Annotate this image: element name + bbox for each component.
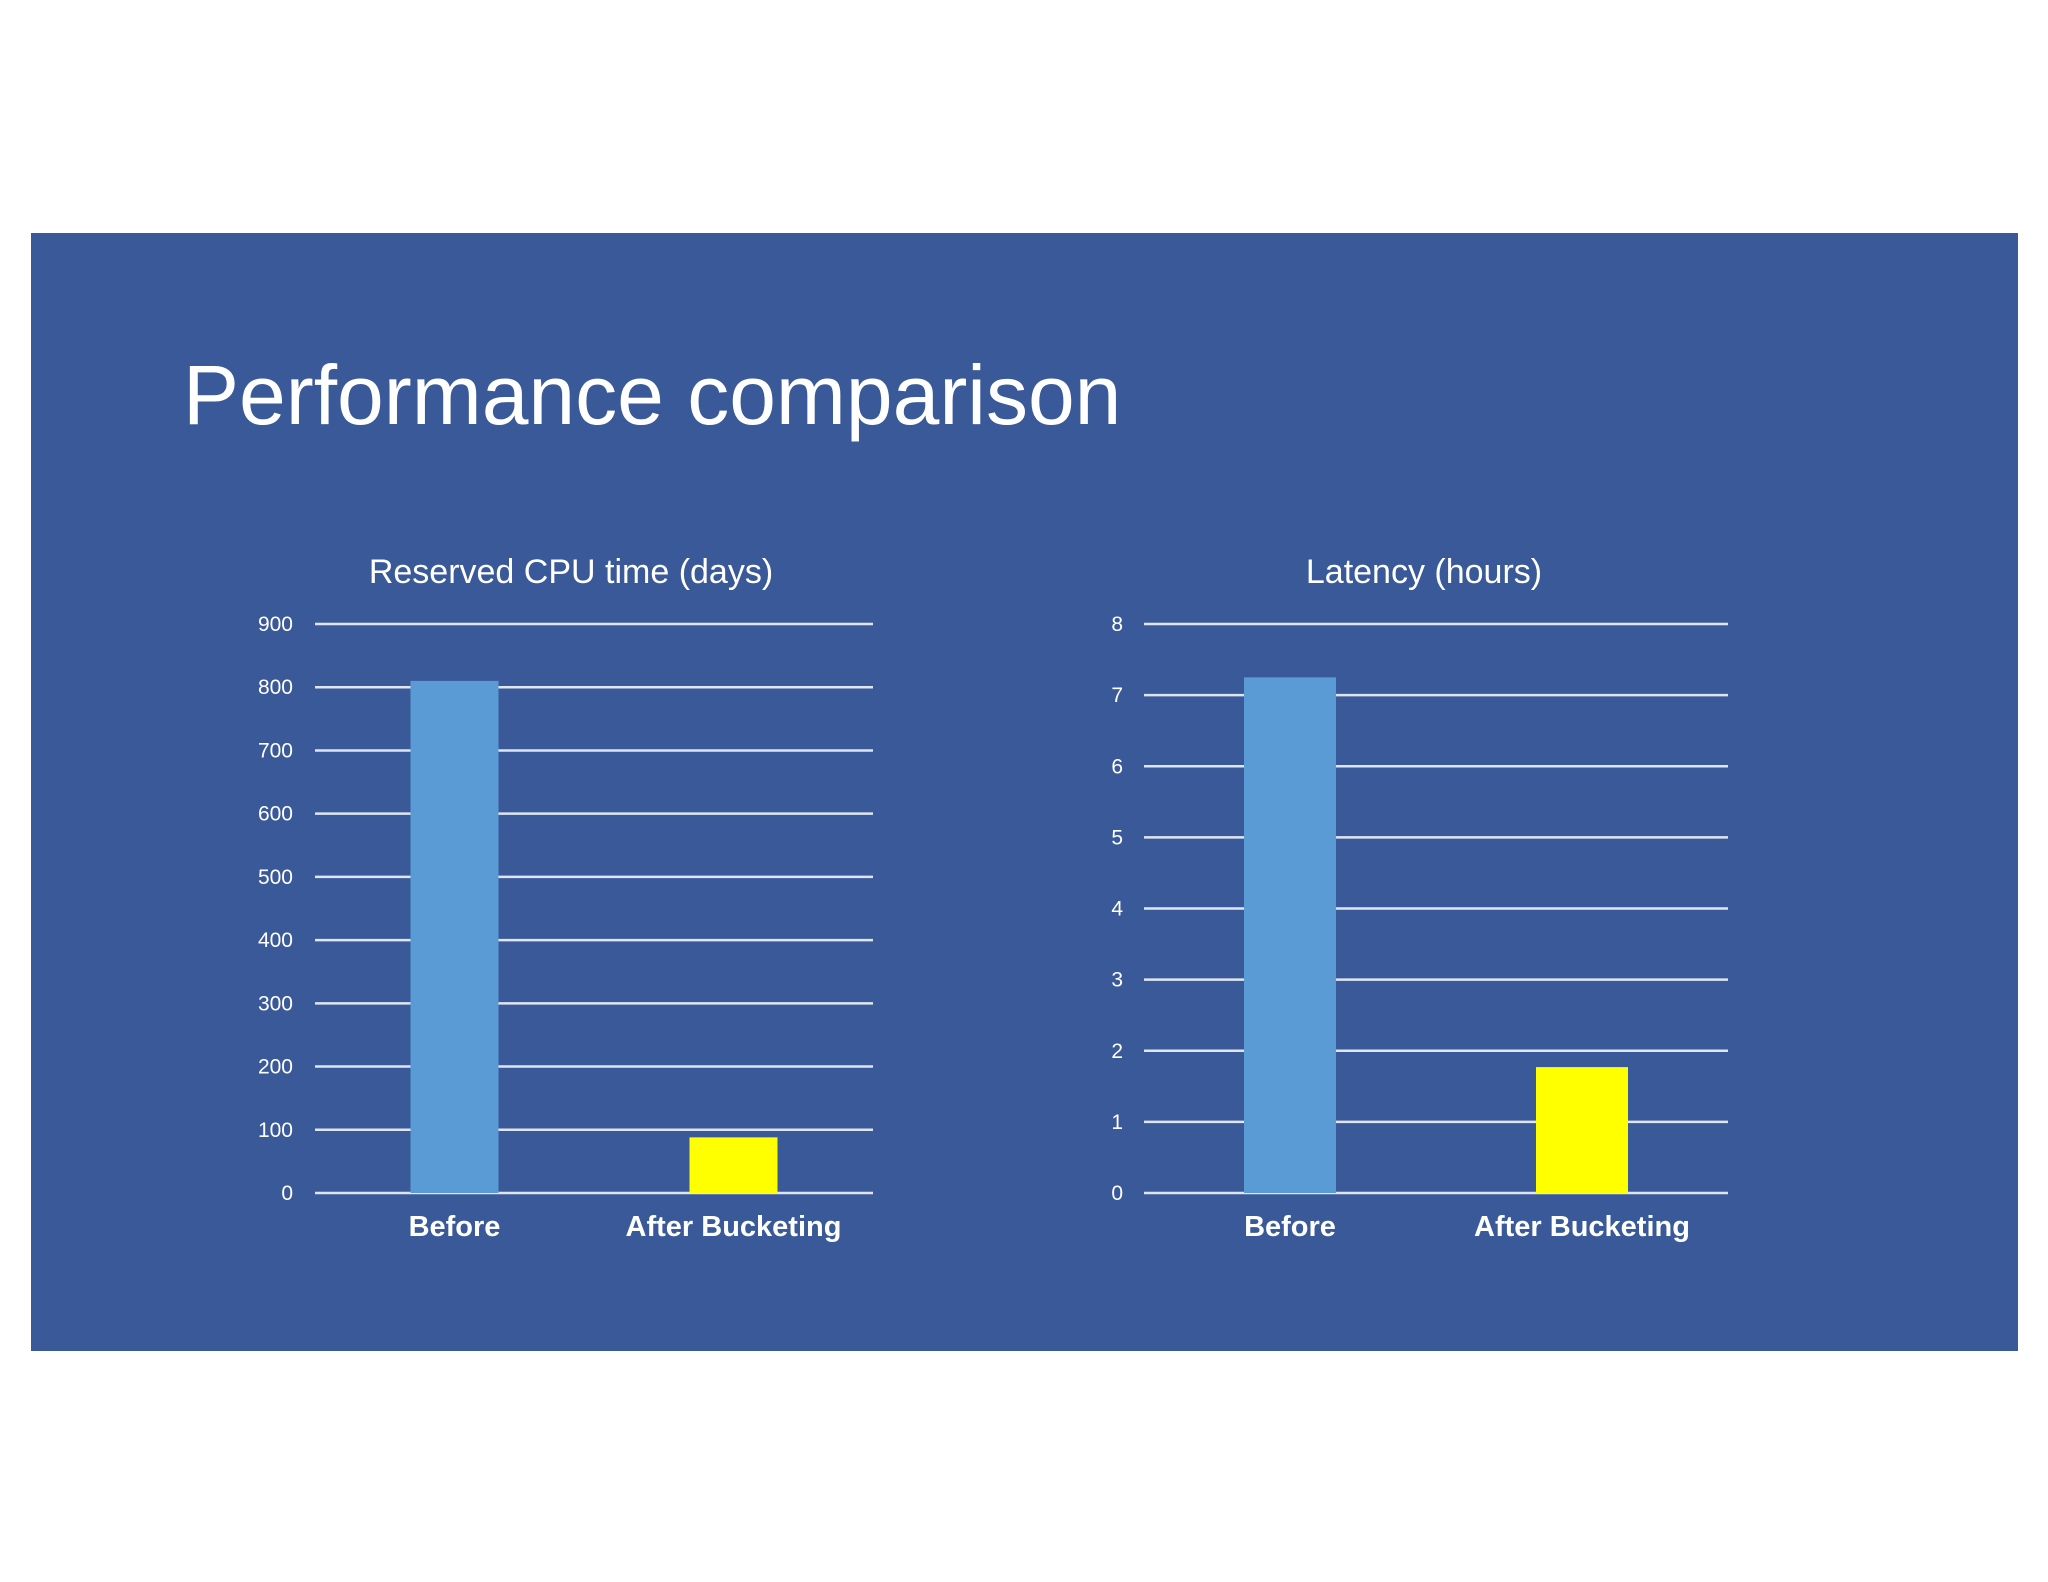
y-tick-label: 8 — [1111, 613, 1123, 636]
y-tick-label: 6 — [1111, 755, 1123, 778]
y-tick-label: 0 — [281, 1182, 293, 1205]
y-tick-label: 0 — [1111, 1182, 1123, 1205]
bar-before — [1244, 677, 1336, 1193]
y-tick-label: 4 — [1111, 898, 1123, 921]
bar-before — [410, 680, 499, 1193]
y-tick-label: 700 — [258, 739, 293, 762]
y-tick-label: 500 — [258, 866, 293, 889]
y-tick-label: 300 — [258, 992, 293, 1015]
y-tick-label: 3 — [1111, 969, 1123, 992]
category-label: After Bucketing — [626, 1211, 842, 1243]
gridlines — [315, 622, 873, 1195]
category-label: After Bucketing — [1474, 1211, 1690, 1243]
y-tick-label: 900 — [258, 613, 293, 636]
gridlines — [1144, 622, 1728, 1195]
slide: Performance comparison Reserved CPU time… — [31, 233, 2018, 1351]
y-tick-label: 100 — [258, 1119, 293, 1142]
cpu-time-chart: Reserved CPU time (days) 0 100 200 300 400 50… — [258, 553, 873, 1243]
y-tick-label: 200 — [258, 1056, 293, 1079]
y-tick-label: 5 — [1111, 826, 1123, 849]
bar-after-bucketing — [1536, 1067, 1628, 1193]
category-label: Before — [1244, 1211, 1336, 1243]
y-tick-label: 1 — [1111, 1111, 1123, 1134]
y-tick-label: 2 — [1111, 1040, 1123, 1063]
y-tick-label: 7 — [1111, 684, 1123, 707]
bar-after-bucketing — [689, 1137, 778, 1193]
y-tick-label: 600 — [258, 803, 293, 826]
chart-title: Reserved CPU time (days) — [369, 553, 773, 591]
category-label: Before — [409, 1211, 501, 1243]
y-tick-label: 400 — [258, 929, 293, 952]
latency-chart: Latency (hours) 0 1 2 3 4 5 6 7 8 Before After Buc… — [1111, 553, 1728, 1243]
y-tick-label: 800 — [258, 676, 293, 699]
chart-title: Latency (hours) — [1306, 553, 1542, 591]
slide-title: Performance comparison — [183, 348, 1122, 442]
